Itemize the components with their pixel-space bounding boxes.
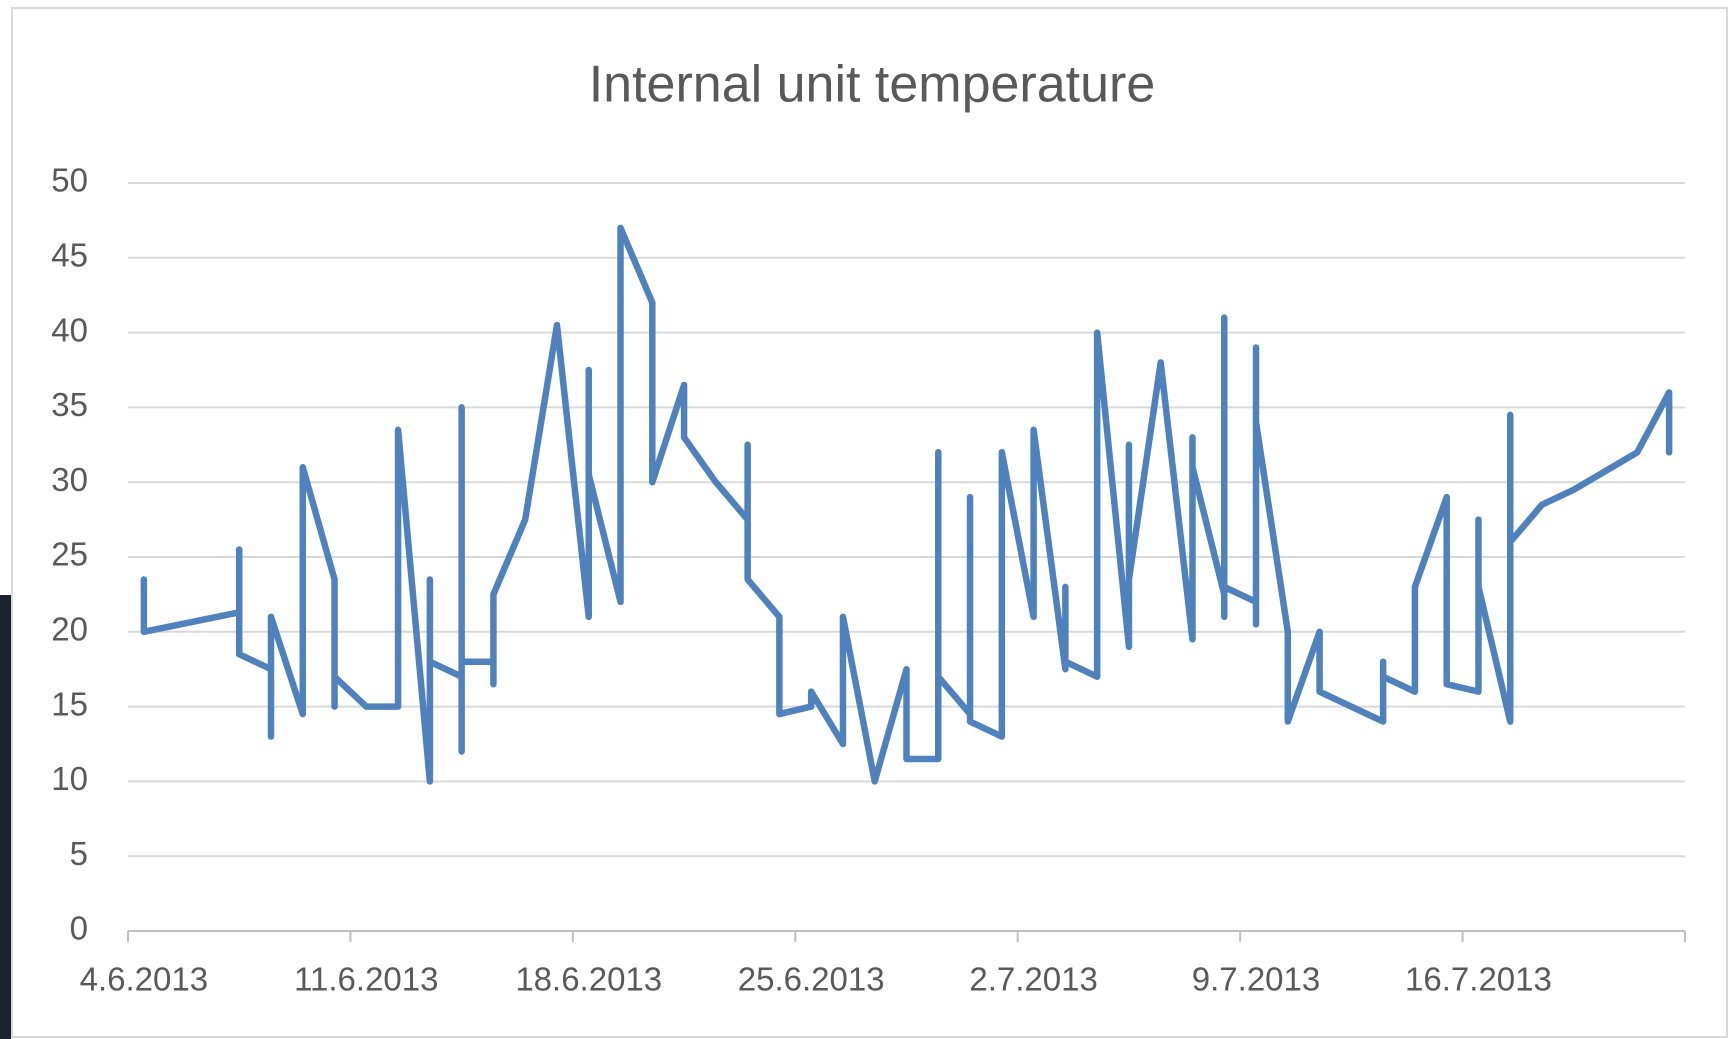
y-tick-label: 45 — [51, 237, 88, 274]
y-tick-label: 0 — [70, 910, 88, 947]
y-tick-label: 20 — [51, 611, 88, 648]
x-tick-label: 4.6.2013 — [80, 961, 208, 998]
y-tick-label: 5 — [70, 835, 88, 872]
y-tick-label: 25 — [51, 536, 88, 573]
y-tick-label: 15 — [51, 685, 88, 722]
x-tick-label: 18.6.2013 — [515, 961, 662, 998]
y-tick-label: 50 — [51, 162, 88, 199]
x-tick-label: 25.6.2013 — [738, 961, 885, 998]
chart-title: Internal unit temperature — [589, 56, 1156, 114]
line-series — [140, 224, 1673, 785]
chart-frame — [11, 7, 1728, 1038]
y-tick-label: 10 — [51, 760, 88, 797]
x-tick-label: 2.7.2013 — [969, 961, 1097, 998]
y-tick-label: 35 — [51, 386, 88, 423]
x-tick-label: 11.6.2013 — [294, 961, 438, 998]
x-tick-label: 16.7.2013 — [1405, 961, 1552, 998]
backdrop-edge — [0, 595, 11, 1039]
x-tick-label: 9.7.2013 — [1192, 961, 1320, 998]
y-tick-label: 30 — [51, 461, 88, 498]
y-tick-label: 40 — [51, 311, 88, 348]
